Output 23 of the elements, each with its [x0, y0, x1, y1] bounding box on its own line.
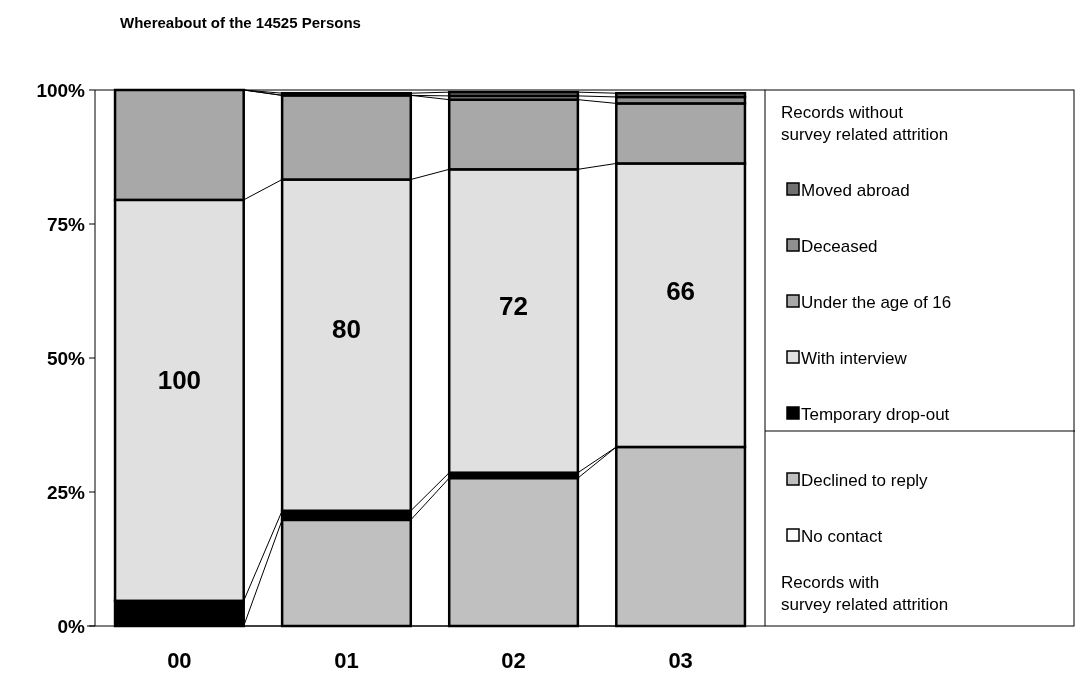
y-tick-label: 50% [46, 347, 86, 369]
legend-label: No contact [801, 526, 883, 546]
legend-label: Under the age of 16 [801, 292, 952, 312]
chart-title: Whereabout of the 14525 Persons [120, 14, 361, 31]
annotation: 100 [157, 365, 202, 396]
annotation: 66 [666, 276, 696, 307]
y-tick-label: 75% [46, 213, 86, 235]
text: Records without survey related attrition [781, 103, 949, 144]
annotation: 72 [499, 290, 528, 321]
x-tick-label: 01 [334, 648, 359, 673]
annotation: 80 [332, 313, 361, 344]
legend-label: Moved abroad [801, 180, 910, 200]
y-tick-label: 100% [36, 79, 86, 101]
text: Records with survey related attrition [781, 573, 949, 614]
legend-label: Temporary drop-out [801, 404, 950, 424]
y-tick-label: 0% [57, 615, 86, 637]
legend-label: Deceased [801, 236, 878, 256]
y-tick-label: 25% [46, 481, 86, 503]
legend-label: Declined to reply [801, 470, 929, 490]
x-tick-label: 00 [167, 648, 192, 673]
x-tick-label: 03 [668, 648, 693, 673]
legend-label: With interview [801, 348, 908, 368]
x-tick-label: 02 [501, 648, 526, 673]
